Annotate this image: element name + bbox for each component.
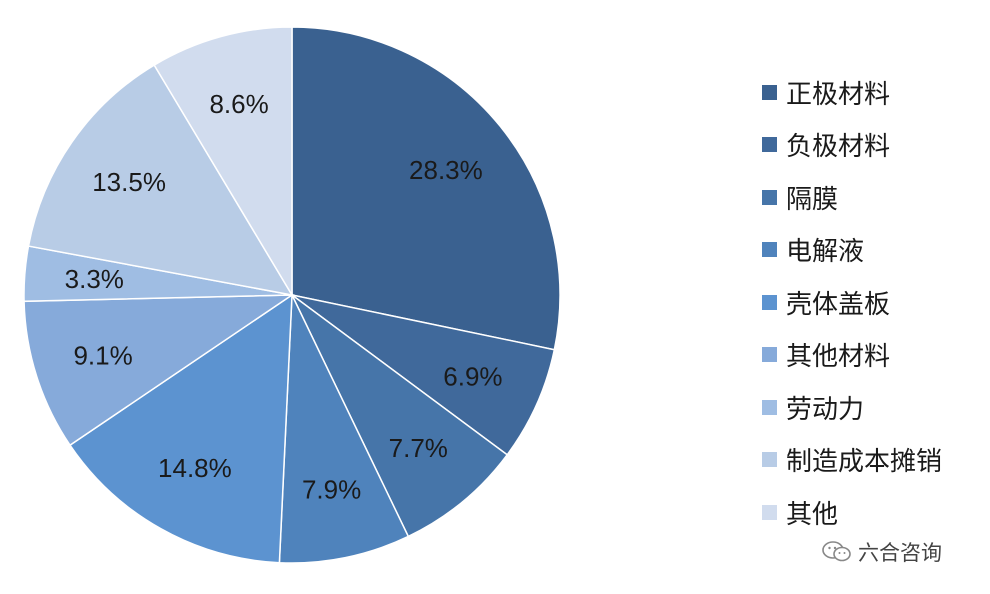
legend-swatch bbox=[762, 399, 777, 415]
legend-swatch bbox=[762, 137, 777, 153]
pie-slice-2 bbox=[291, 294, 556, 456]
legend-item-9: 其他 bbox=[762, 486, 942, 539]
legend-label: 电解液 bbox=[786, 237, 865, 268]
legend-label: 其他 bbox=[786, 499, 839, 530]
slice-label-4: 7.9% bbox=[302, 474, 361, 504]
legend-item-8: 制造成本摊销 bbox=[762, 434, 942, 487]
slice-label-7: 3.3% bbox=[65, 264, 124, 294]
legend-swatch bbox=[762, 242, 777, 258]
legend-label: 负极材料 bbox=[786, 132, 891, 163]
slice-label-8: 13.5% bbox=[92, 167, 166, 197]
pie-slice-9 bbox=[153, 26, 293, 298]
legend-label: 制造成本摊销 bbox=[786, 447, 943, 478]
legend-item-5: 壳体盖板 bbox=[762, 276, 942, 329]
legend-swatch bbox=[762, 84, 777, 100]
legend-item-7: 劳动力 bbox=[762, 381, 942, 434]
legend-swatch bbox=[762, 504, 777, 520]
legend-item-2: 负极材料 bbox=[762, 119, 942, 172]
pie-slice-8 bbox=[27, 64, 294, 297]
pie-slice-6 bbox=[23, 294, 295, 447]
legend-swatch bbox=[762, 452, 777, 468]
legend-label: 隔膜 bbox=[786, 184, 839, 215]
slice-label-5: 14.8% bbox=[158, 453, 232, 483]
legend-item-1: 正极材料 bbox=[762, 66, 942, 119]
legend-item-3: 隔膜 bbox=[762, 171, 942, 224]
pie-slice-3 bbox=[291, 294, 509, 538]
wechat-icon bbox=[822, 541, 851, 562]
legend-item-6: 其他材料 bbox=[762, 329, 942, 382]
legend-swatch bbox=[762, 347, 777, 363]
slice-label-1: 28.3% bbox=[409, 155, 483, 185]
slice-label-2: 6.9% bbox=[443, 361, 502, 391]
legend-label: 劳动力 bbox=[786, 394, 865, 425]
pie-slice-1 bbox=[291, 26, 561, 351]
slice-label-3: 7.7% bbox=[389, 433, 448, 463]
legend-item-4: 电解液 bbox=[762, 224, 942, 277]
watermark: 六合咨询 bbox=[822, 537, 942, 567]
legend: 正极材料负极材料隔膜电解液壳体盖板其他材料劳动力制造成本摊销 其他 bbox=[762, 66, 942, 539]
slice-label-9: 8.6% bbox=[209, 89, 268, 119]
legend-swatch bbox=[762, 189, 777, 205]
pie-slice-5 bbox=[68, 293, 293, 564]
legend-label: 正极材料 bbox=[786, 79, 891, 110]
legend-swatch bbox=[762, 294, 777, 310]
watermark-text: 六合咨询 bbox=[858, 541, 942, 565]
slice-label-6: 9.1% bbox=[73, 340, 132, 370]
legend-label: 其他材料 bbox=[786, 342, 891, 373]
legend-label: 壳体盖板 bbox=[786, 289, 891, 320]
pie-slice-4 bbox=[278, 294, 410, 564]
